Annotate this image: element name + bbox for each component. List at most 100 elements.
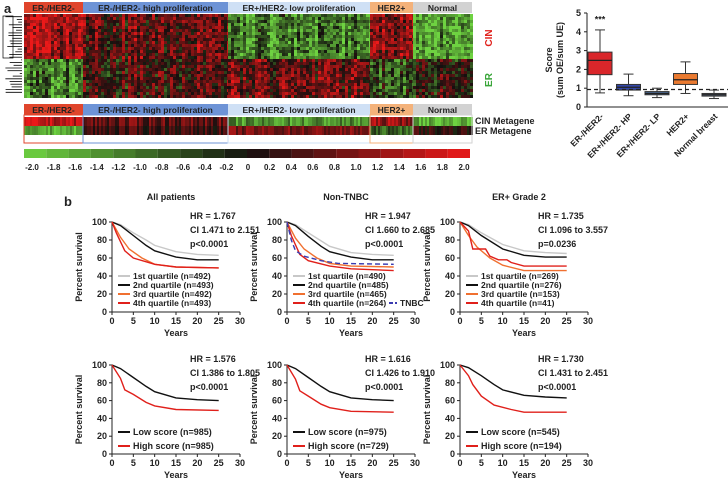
heatmap-cell (419, 29, 422, 32)
heatmap-cell (413, 89, 416, 92)
heatmap-cell (385, 47, 388, 50)
heatmap-cell (224, 65, 227, 68)
heatmap-cell (291, 14, 294, 17)
heatmap-cell (221, 23, 224, 26)
cin-metagene-cell (264, 117, 266, 126)
heatmap-cell (101, 29, 104, 32)
heatmap-cell (458, 50, 461, 53)
heatmap-cell (342, 77, 345, 80)
heatmap-cell (39, 50, 42, 53)
heatmap-cell (446, 50, 449, 53)
colorbar-swatch (24, 149, 47, 158)
er-row-label: ER (484, 72, 495, 87)
heatmap-cell (86, 83, 89, 86)
heatmap-cell (270, 38, 273, 41)
er-metagene-cell (443, 126, 445, 135)
heatmap-cell (391, 62, 394, 65)
group-label: ER-/HER2- (32, 3, 75, 13)
heatmap-cell (66, 32, 69, 35)
heatmap-cell (164, 20, 167, 23)
heatmap-cell (206, 86, 209, 89)
heatmap-cell (224, 29, 227, 32)
er-metagene-cell (228, 126, 230, 135)
heatmap-cell (300, 86, 303, 89)
heatmap-cell (264, 50, 267, 53)
heatmap-cell (95, 47, 98, 50)
heatmap-cell (72, 68, 75, 71)
heatmap-cell (461, 74, 464, 77)
heatmap-cell (391, 71, 394, 74)
heatmap-cell (312, 80, 315, 83)
heatmap-cell (366, 53, 369, 56)
heatmap-cell (437, 56, 440, 59)
heatmap-cell (300, 44, 303, 47)
heatmap-cell (348, 32, 351, 35)
cin-metagene-cell (99, 117, 101, 126)
heatmap-cell (158, 71, 161, 74)
heatmap-cell (333, 56, 336, 59)
heatmap-cell (137, 86, 140, 89)
cin-metagene-cell (302, 117, 304, 126)
heatmap-cell (249, 44, 252, 47)
heatmap-cell (264, 41, 267, 44)
heatmap-cell (333, 41, 336, 44)
heatmap-cell (243, 68, 246, 71)
er-metagene-cell (185, 126, 187, 135)
heatmap-cell (357, 95, 360, 98)
heatmap-cell (315, 68, 318, 71)
heatmap-cell (303, 38, 306, 41)
heatmap-cell (297, 47, 300, 50)
heatmap-cell (309, 56, 312, 59)
heatmap-cell (45, 77, 48, 80)
cin-metagene-cell (390, 117, 392, 126)
heatmap-cell (240, 65, 243, 68)
heatmap-cell (54, 89, 57, 92)
heatmap-cell (333, 89, 336, 92)
heatmap-cell (397, 62, 400, 65)
heatmap-cell (373, 65, 376, 68)
heatmap-cell (240, 14, 243, 17)
heatmap-cell (228, 47, 231, 50)
heatmap-cell (101, 59, 104, 62)
heatmap-cell (394, 38, 397, 41)
heatmap-cell (206, 41, 209, 44)
cin-metagene-cell (78, 117, 80, 126)
heatmap-cell (303, 50, 306, 53)
er-metagene-cell (455, 126, 457, 135)
heatmap-cell (134, 38, 137, 41)
heatmap-cell (243, 14, 246, 17)
heatmap-cell (379, 38, 382, 41)
er-metagene-cell (378, 126, 380, 135)
heatmap-cell (155, 17, 158, 20)
heatmap-cell (391, 44, 394, 47)
heatmap-cell (221, 44, 224, 47)
er-metagene-cell (137, 126, 139, 135)
heatmap-cell (425, 68, 428, 71)
heatmap-cell (291, 26, 294, 29)
heatmap-cell (176, 71, 179, 74)
heatmap-cell (458, 53, 461, 56)
heatmap-cell (406, 92, 409, 95)
heatmap-cell (246, 68, 249, 71)
heatmap-cell (86, 29, 89, 32)
heatmap-cell (167, 86, 170, 89)
heatmap-cell (397, 14, 400, 17)
heatmap-cell (333, 74, 336, 77)
heatmap-cell (104, 83, 107, 86)
heatmap-cell (83, 17, 86, 20)
heatmap-cell (321, 59, 324, 62)
heatmap-cell (167, 53, 170, 56)
heatmap-cell (416, 71, 419, 74)
cin-metagene-cell (437, 117, 439, 126)
heatmap-cell (288, 14, 291, 17)
heatmap-cell (413, 20, 416, 23)
er-metagene-cell (461, 126, 463, 135)
heatmap-cell (267, 17, 270, 20)
heatmap-cell (440, 50, 443, 53)
heatmap-cell (431, 83, 434, 86)
heatmap-cell (285, 89, 288, 92)
heatmap-cell (394, 35, 397, 38)
cin-metagene-cell (304, 117, 306, 126)
heatmap-cell (306, 56, 309, 59)
